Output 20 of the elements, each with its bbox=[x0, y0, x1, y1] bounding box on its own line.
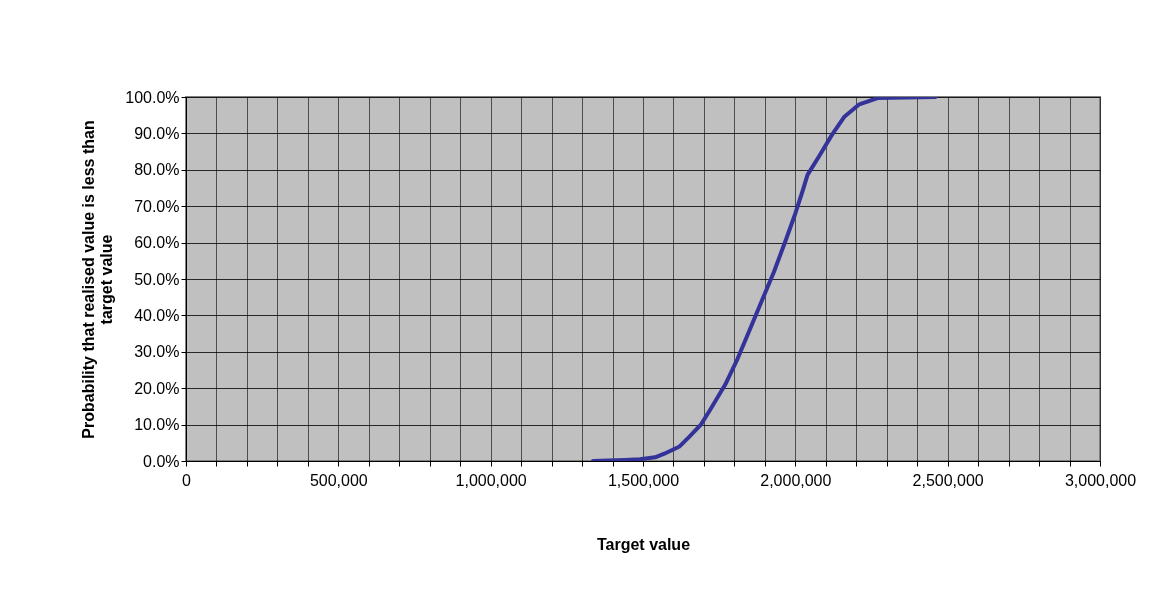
x-tick-label: 2,500,000 bbox=[912, 471, 984, 489]
y-tick-label: 20.0% bbox=[134, 379, 180, 397]
y-tick-label: 70.0% bbox=[134, 197, 180, 215]
x-tick-label: 3,000,000 bbox=[1064, 471, 1137, 489]
x-tick-label: 0 bbox=[182, 471, 192, 489]
y-tick-label: 0.0% bbox=[143, 452, 180, 470]
y-tick-label: 40.0% bbox=[134, 306, 180, 324]
y-tick-label: 60.0% bbox=[134, 234, 180, 252]
y-tick-label: 50.0% bbox=[134, 270, 180, 288]
y-tick-label: 80.0% bbox=[134, 161, 180, 179]
x-tick-label: 500,000 bbox=[309, 471, 368, 489]
x-tick-label: 2,000,000 bbox=[760, 471, 832, 489]
y-tick-label: 100.0% bbox=[125, 88, 180, 106]
y-axis-title: Probability that realised value is less than target value bbox=[80, 120, 116, 439]
x-tick-label: 1,500,000 bbox=[607, 471, 680, 489]
x-tick-label: 1,000,000 bbox=[455, 471, 527, 489]
y-tick-label: 10.0% bbox=[134, 416, 180, 434]
y-tick-label: 30.0% bbox=[134, 343, 180, 361]
y-tick-label: 90.0% bbox=[134, 124, 180, 142]
x-axis-title: Target value bbox=[596, 535, 691, 553]
